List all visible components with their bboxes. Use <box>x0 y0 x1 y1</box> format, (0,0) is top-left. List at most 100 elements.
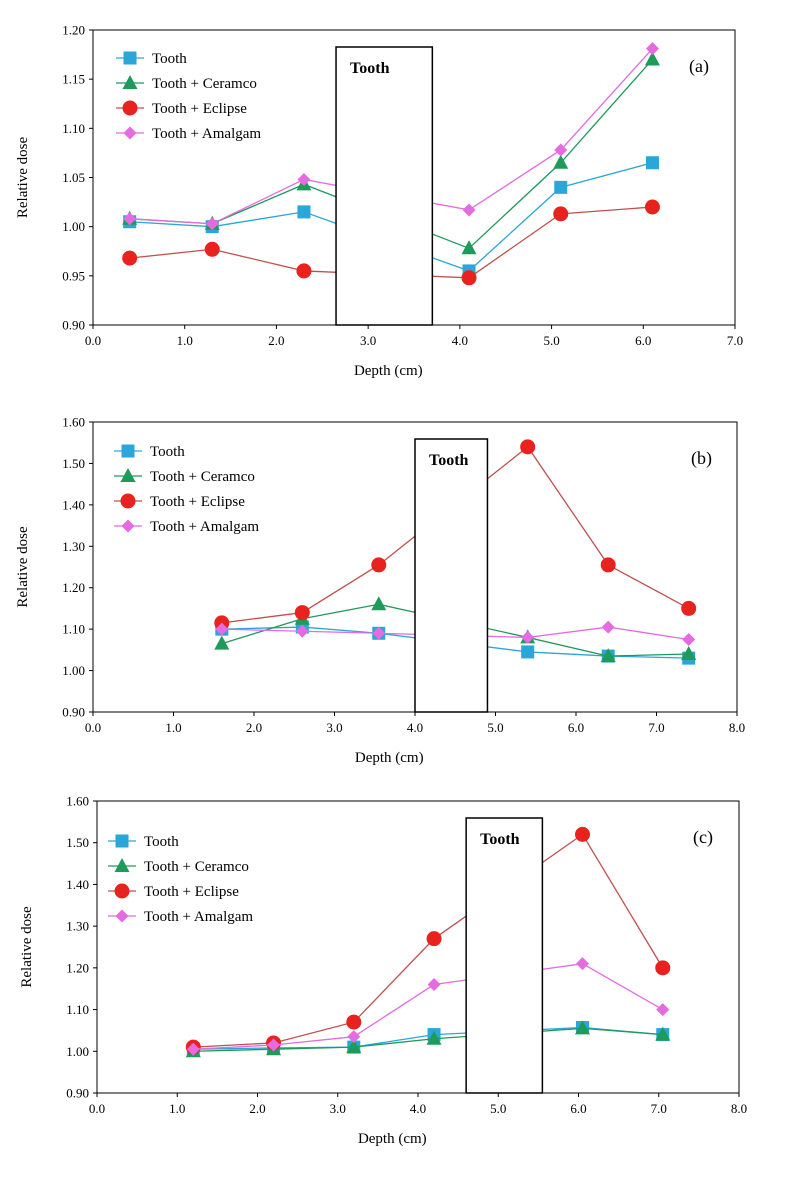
series-4 <box>123 42 659 231</box>
x-tick-label: 6.0 <box>635 333 651 348</box>
data-point <box>372 626 386 640</box>
data-point <box>575 826 591 842</box>
y-tick-label: 1.40 <box>66 877 89 892</box>
y-tick-label: 1.50 <box>66 835 89 850</box>
x-tick-label: 1.0 <box>177 333 193 348</box>
panel-label: (a) <box>689 56 709 77</box>
x-tick-label: 2.0 <box>249 1101 265 1116</box>
y-tick-label: 1.00 <box>62 663 85 678</box>
y-tick-label: 0.90 <box>66 1086 89 1101</box>
y-tick-label: 1.60 <box>66 794 89 809</box>
data-point <box>521 645 535 659</box>
data-point <box>371 557 387 573</box>
x-tick-label: 7.0 <box>648 720 664 735</box>
legend-label: Tooth + Eclipse <box>144 884 239 900</box>
legend-marker <box>121 519 135 533</box>
y-axis-title: Relative dose <box>19 906 35 988</box>
panel-label: (c) <box>693 827 713 848</box>
data-point <box>645 156 659 170</box>
legend-marker <box>120 493 136 509</box>
data-point <box>346 1014 362 1030</box>
y-tick-label: 1.60 <box>62 415 85 430</box>
data-point <box>655 960 671 976</box>
data-point <box>122 250 138 266</box>
y-tick-label: 1.20 <box>62 580 85 595</box>
x-tick-label: 3.0 <box>360 333 376 348</box>
y-tick-label: 0.95 <box>62 268 85 283</box>
chart-panel-1: 0.90 0.95 1.00 1.05 1.10 1.15 1.20 0.0 1.0 2.0 3.0… <box>15 23 743 380</box>
legend-marker <box>114 883 130 899</box>
x-tick-label: 1.0 <box>165 720 181 735</box>
legend-label: Tooth + Amalgam <box>144 909 253 925</box>
y-tick-label: 1.20 <box>62 23 85 38</box>
x-tick-label: 3.0 <box>326 720 342 735</box>
data-point <box>601 620 615 634</box>
data-point <box>204 241 220 257</box>
x-tick-label: 7.0 <box>727 333 743 348</box>
legend-item: Tooth + Ceramco <box>114 468 255 485</box>
y-tick-label: 0.90 <box>62 318 85 333</box>
x-tick-label: 6.0 <box>568 720 584 735</box>
data-point <box>645 42 659 56</box>
y-axis-title: Relative dose <box>15 137 31 219</box>
data-point <box>297 172 311 186</box>
series-4 <box>186 957 670 1056</box>
y-axis-title: Relative dose <box>15 526 31 608</box>
data-point <box>267 1038 281 1052</box>
data-point <box>427 978 441 992</box>
chart-panel-2: 0.90 1.00 1.10 1.20 1.30 1.40 1.50 1.60 0.0 1.0 2.… <box>15 415 745 767</box>
legend-item: Tooth + Eclipse <box>116 100 247 117</box>
plot-frame <box>96 800 740 1094</box>
x-tick-label: 0.0 <box>85 720 101 735</box>
data-point <box>600 648 616 663</box>
data-point <box>461 270 477 286</box>
tooth-box <box>465 817 544 1094</box>
data-point <box>553 154 569 169</box>
data-point <box>682 633 696 646</box>
panel-label: (b) <box>691 448 712 469</box>
x-tick-label: 4.0 <box>407 720 423 735</box>
y-tick-label: 1.20 <box>66 960 89 975</box>
y-tick-label: 0.90 <box>62 705 85 720</box>
x-tick-label: 2.0 <box>268 333 284 348</box>
series-line <box>193 1026 663 1050</box>
legend-label: Tooth + Amalgam <box>150 519 259 535</box>
y-tick-label: 1.05 <box>62 170 85 185</box>
data-point <box>215 622 229 636</box>
x-tick-label: 5.0 <box>490 1101 506 1116</box>
y-tick-label: 1.10 <box>66 1002 89 1017</box>
y-tick-label: 1.40 <box>62 497 85 512</box>
data-point <box>347 1030 361 1044</box>
data-point <box>296 263 312 279</box>
y-tick-label: 1.30 <box>66 919 89 934</box>
legend-marker <box>121 444 135 458</box>
data-point <box>295 624 309 638</box>
legend-label: Tooth + Ceramco <box>150 469 255 485</box>
data-point <box>346 1039 362 1054</box>
legend-marker <box>120 468 136 482</box>
x-axis-title: Depth (cm) <box>355 750 424 766</box>
legend-item: Tooth + Ceramco <box>116 75 257 92</box>
legend-item: Tooth + Eclipse <box>108 883 239 900</box>
data-point <box>520 439 536 455</box>
data-point <box>462 203 476 217</box>
x-tick-label: 0.0 <box>85 333 101 348</box>
legend-item: Tooth <box>108 834 179 850</box>
x-tick-label: 4.0 <box>452 333 468 348</box>
tooth-box <box>414 438 489 713</box>
data-point <box>644 199 660 215</box>
chart-panel-3: 0.90 1.00 1.10 1.20 1.30 1.40 1.50 1.60 0.0 1.0 2.… <box>19 794 747 1148</box>
legend-label: Tooth + Eclipse <box>150 494 245 510</box>
data-point <box>575 1020 591 1035</box>
y-tick-label: 1.00 <box>62 219 85 234</box>
x-tick-label: 2.0 <box>246 720 262 735</box>
data-point <box>576 957 590 971</box>
legend-marker <box>123 51 137 65</box>
legend-marker <box>122 100 138 116</box>
tooth-box <box>335 46 434 326</box>
legend-label: Tooth + Ceramco <box>152 76 257 92</box>
x-tick-label: 8.0 <box>729 720 745 735</box>
legend-label: Tooth <box>144 834 179 850</box>
data-point <box>681 600 697 616</box>
legend-marker <box>115 909 129 923</box>
